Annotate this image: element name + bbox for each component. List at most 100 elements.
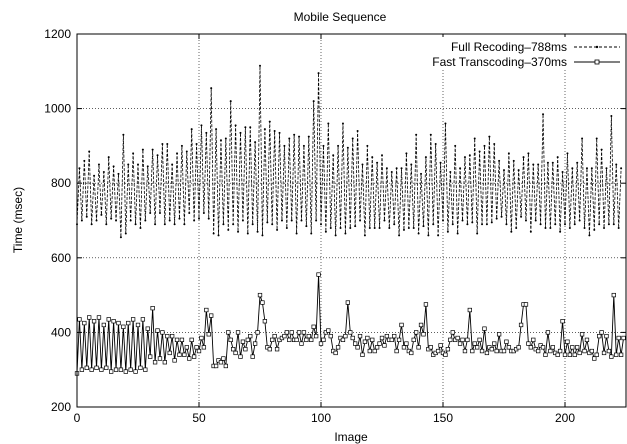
data-point: [251, 223, 254, 226]
data-point: [461, 219, 464, 222]
data-point: [296, 330, 302, 335]
data-point: [506, 345, 512, 350]
data-point: [79, 367, 85, 372]
data-point: [333, 350, 338, 356]
data-point: [576, 161, 579, 164]
data-point: [437, 234, 440, 237]
data-point: [479, 348, 485, 354]
data-point: [537, 163, 540, 166]
x-tick-label: 150: [433, 411, 453, 425]
data-point: [539, 223, 542, 226]
data-point: [139, 226, 142, 229]
data-point: [410, 163, 413, 166]
data-point: [356, 129, 359, 132]
data-point: [165, 333, 170, 339]
series-layer: [74, 64, 626, 376]
data-point: [367, 348, 372, 354]
data-point: [83, 159, 86, 162]
data-point: [620, 167, 623, 170]
data-point: [500, 215, 503, 218]
data-point: [167, 350, 172, 356]
data-point: [223, 363, 228, 369]
data-point: [160, 330, 165, 335]
data-point: [313, 333, 319, 339]
data-point: [90, 223, 93, 226]
data-point: [377, 341, 382, 346]
data-point: [423, 302, 429, 307]
data-point: [488, 135, 491, 138]
data-point: [301, 330, 307, 335]
data-point: [224, 137, 227, 140]
data-point: [395, 167, 398, 170]
data-point: [401, 345, 407, 350]
data-point: [278, 131, 281, 134]
data-point: [468, 154, 471, 157]
y-tick-label: 1200: [44, 27, 71, 41]
legend-marker-full-recoding: [595, 45, 599, 49]
data-point: [176, 152, 179, 155]
data-point: [194, 345, 199, 350]
data-point: [446, 230, 449, 233]
data-point: [360, 352, 365, 357]
data-point: [573, 223, 576, 226]
data-point: [350, 335, 355, 341]
data-point: [543, 352, 548, 357]
data-point: [135, 322, 141, 328]
data-point: [466, 223, 469, 226]
data-point: [201, 345, 207, 350]
data-point: [516, 345, 521, 350]
data-point: [337, 144, 340, 147]
data-point: [244, 126, 247, 129]
data-point: [248, 333, 253, 339]
data-point: [542, 113, 545, 116]
data-point: [607, 223, 610, 226]
data-point: [540, 345, 546, 350]
data-point: [444, 122, 447, 125]
data-point: [117, 172, 120, 175]
data-point: [97, 163, 100, 166]
data-point: [428, 345, 433, 350]
data-point: [289, 330, 294, 335]
data-point: [501, 348, 507, 354]
data-point: [229, 100, 232, 103]
data-point: [302, 144, 305, 147]
data-point: [555, 352, 560, 357]
y-tick-label: 1000: [44, 102, 71, 116]
data-point: [609, 354, 614, 359]
data-point: [517, 169, 520, 172]
data-point: [154, 223, 157, 226]
data-point: [219, 139, 222, 142]
data-point: [140, 317, 146, 322]
data-point: [600, 148, 603, 151]
data-point: [445, 347, 451, 352]
data-point: [556, 156, 559, 159]
data-point: [189, 337, 194, 343]
data-point: [589, 348, 594, 354]
data-point: [315, 219, 318, 222]
data-point: [529, 230, 532, 233]
data-point: [234, 124, 237, 127]
data-point: [564, 223, 566, 226]
data-point: [560, 319, 565, 324]
data-point: [341, 122, 344, 125]
data-point: [299, 341, 304, 346]
data-point: [310, 232, 313, 235]
data-point: [268, 120, 271, 123]
data-point: [615, 163, 618, 166]
data-point: [152, 360, 158, 365]
data-point: [109, 369, 114, 374]
data-point: [373, 226, 376, 229]
data-point: [284, 330, 289, 335]
data-point: [307, 135, 310, 138]
data-point: [579, 332, 585, 337]
data-point: [334, 234, 337, 237]
data-point: [311, 324, 316, 329]
data-point: [332, 154, 335, 157]
data-point: [400, 167, 403, 170]
data-point: [571, 167, 574, 170]
x-tick-label: 100: [311, 411, 331, 425]
y-tick-label: 400: [51, 325, 71, 339]
data-point: [612, 223, 615, 226]
data-point: [261, 234, 264, 237]
data-point: [457, 341, 463, 346]
